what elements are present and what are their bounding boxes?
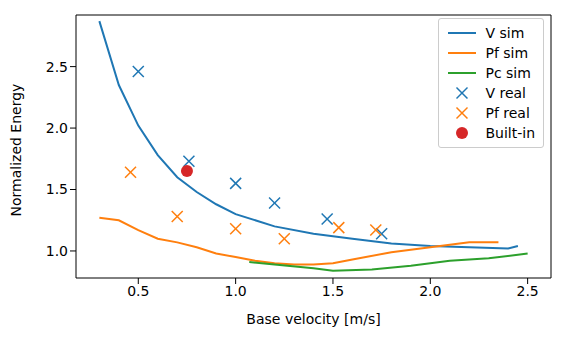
html-text:V real: V real [485, 85, 526, 101]
svg-text:2.5: 2.5 [517, 283, 539, 299]
html-text:Pc sim: Pc sim [485, 65, 531, 81]
html-text:Built-in: Built-in [485, 125, 535, 141]
svg-text:1.0: 1.0 [46, 243, 68, 259]
svg-text:0.5: 0.5 [127, 283, 149, 299]
svg-text:2.0: 2.0 [419, 283, 441, 299]
html-text:V sim: V sim [485, 25, 525, 41]
svg-text:1.5: 1.5 [322, 283, 344, 299]
svg-text:Base velocity [m/s]: Base velocity [m/s] [246, 311, 380, 327]
svg-text:Normalized Energy: Normalized Energy [8, 84, 24, 217]
html-text:Pf sim: Pf sim [485, 45, 529, 61]
svg-text:2.5: 2.5 [46, 59, 68, 75]
svg-text:1.0: 1.0 [224, 283, 246, 299]
svg-text:1.5: 1.5 [46, 181, 68, 197]
html-text:Pf real: Pf real [485, 105, 530, 121]
svg-text:2.0: 2.0 [46, 120, 68, 136]
